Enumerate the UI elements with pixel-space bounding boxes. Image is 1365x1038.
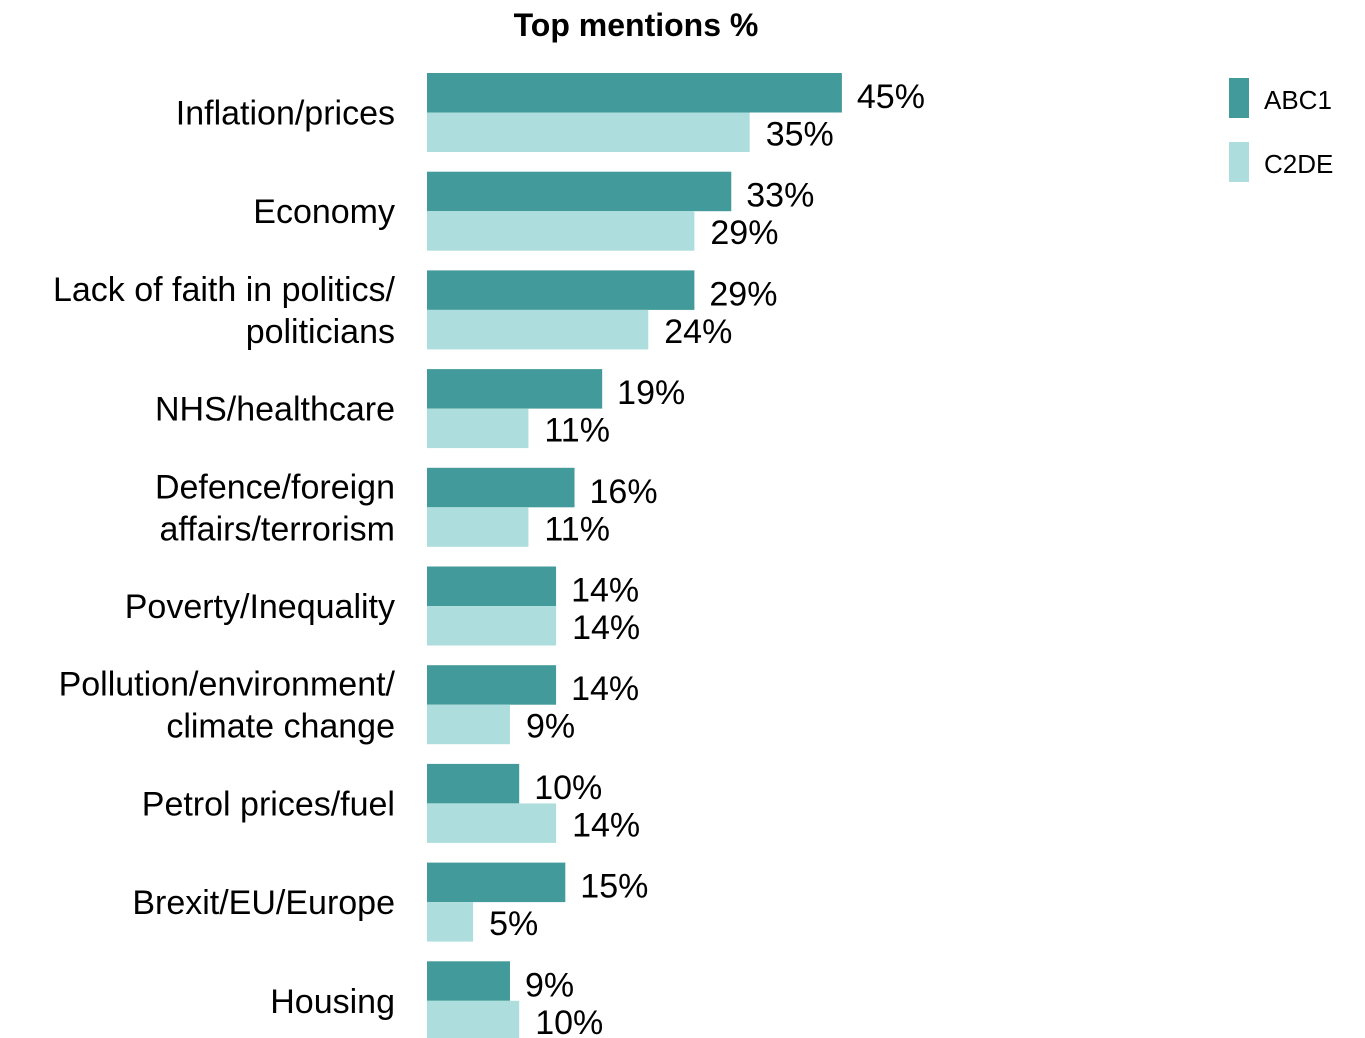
- legend-swatch-abc1: [1229, 78, 1249, 118]
- bar-abc1: [427, 862, 566, 903]
- category-label-line: Lack of faith in politics/: [53, 271, 396, 309]
- value-label: 24%: [664, 313, 732, 351]
- category-label-line: Housing: [270, 983, 395, 1021]
- category-labels-group: Inflation/prices Economy Lack of faith in …: [53, 95, 396, 1021]
- category-label: Housing: [270, 983, 395, 1021]
- value-label: 11%: [544, 510, 610, 548]
- bar-c2de: [427, 1000, 520, 1038]
- bar-abc1: [427, 171, 732, 212]
- value-label: 11%: [544, 412, 610, 450]
- value-label: 29%: [709, 275, 777, 313]
- bar-c2de: [427, 704, 510, 745]
- bar-c2de: [427, 507, 529, 547]
- bar-abc1: [427, 665, 557, 705]
- bar-c2de: [427, 112, 750, 152]
- legend-label-c2de: C2DE: [1264, 149, 1333, 179]
- value-label: 10%: [534, 769, 602, 807]
- value-label: 33%: [746, 177, 814, 215]
- bar-c2de: [427, 902, 474, 942]
- value-label: 45%: [857, 78, 925, 116]
- bar-abc1: [427, 467, 575, 508]
- value-label: 16%: [590, 473, 658, 511]
- bar-c2de: [427, 211, 695, 251]
- bar-c2de: [427, 606, 557, 646]
- value-label: 10%: [535, 1004, 603, 1038]
- category-label-line: climate change: [166, 708, 395, 746]
- category-label: Brexit/EU/Europe: [132, 884, 395, 922]
- value-label: 5%: [489, 905, 538, 943]
- bars-group: 45%35%33%29%29%24%19%11%16%11%14%14%14%9…: [427, 73, 925, 1038]
- category-label: Poverty/Inequality: [125, 588, 395, 626]
- value-label: 14%: [572, 806, 640, 844]
- bar-c2de: [427, 408, 529, 449]
- value-label: 15%: [580, 868, 648, 906]
- category-label: Pollution/environment/climate change: [59, 666, 396, 746]
- category-label-line: NHS/healthcare: [155, 391, 395, 429]
- value-label: 9%: [525, 966, 574, 1004]
- category-label-line: Petrol prices/fuel: [142, 785, 395, 823]
- value-label: 9%: [526, 708, 575, 746]
- category-label: Lack of faith in politics/politicians: [53, 271, 396, 351]
- bar-abc1: [427, 73, 842, 113]
- value-label: 14%: [571, 670, 639, 708]
- category-label-line: politicians: [246, 313, 395, 351]
- category-label: NHS/healthcare: [155, 391, 395, 429]
- bar-abc1: [427, 369, 603, 409]
- bar-abc1: [427, 961, 510, 1001]
- legend-swatch-c2de: [1229, 142, 1249, 182]
- category-label-line: Inflation/prices: [176, 95, 395, 133]
- category-label-line: Brexit/EU/Europe: [132, 884, 395, 922]
- category-label: Petrol prices/fuel: [142, 785, 395, 823]
- bar-abc1: [427, 270, 695, 310]
- category-label-line: Defence/foreign: [155, 468, 395, 506]
- category-label-line: Pollution/environment/: [59, 666, 396, 704]
- value-label: 19%: [617, 374, 685, 412]
- legend: ABC1 C2DE: [1229, 78, 1333, 182]
- value-label: 29%: [710, 214, 778, 252]
- category-label: Economy: [253, 193, 395, 231]
- category-label: Inflation/prices: [176, 95, 395, 133]
- value-label: 35%: [766, 116, 834, 154]
- bar-c2de: [427, 309, 649, 350]
- chart-title: Top mentions %: [514, 7, 759, 43]
- value-label: 14%: [571, 572, 639, 610]
- bar-abc1: [427, 566, 557, 606]
- category-label-line: Poverty/Inequality: [125, 588, 395, 626]
- category-label-line: affairs/terrorism: [159, 510, 395, 548]
- value-label: 14%: [572, 609, 640, 647]
- category-label: Defence/foreign affairs/terrorism: [155, 468, 395, 548]
- legend-label-abc1: ABC1: [1264, 85, 1332, 115]
- bar-abc1: [427, 763, 520, 804]
- bar-c2de: [427, 803, 557, 843]
- category-label-line: Economy: [253, 193, 395, 231]
